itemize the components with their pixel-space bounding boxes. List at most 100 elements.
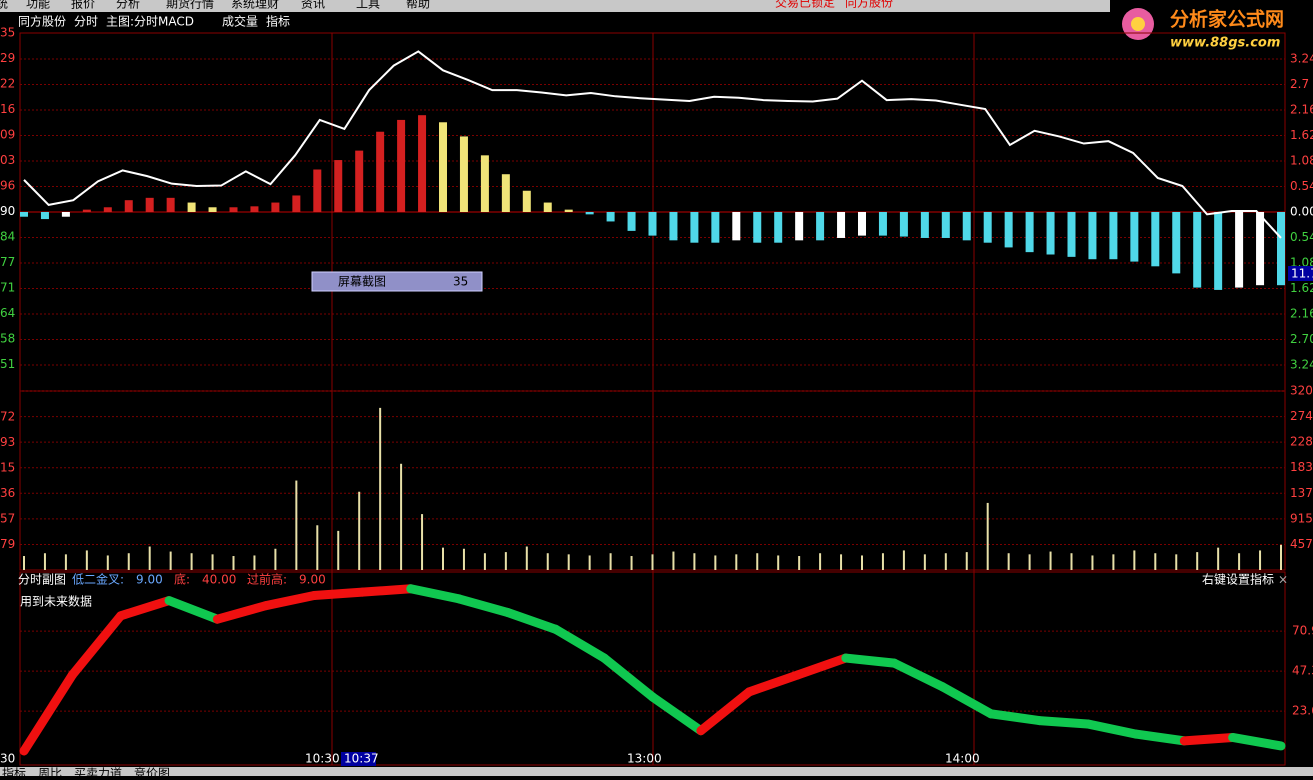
macd-bar [313,169,322,212]
volume-bar [1217,547,1220,570]
menu: 统 功能 报价 分析 期货行情 系统理财 资讯 工具 帮助 交易已锁定 同方股份 [0,0,893,11]
close[interactable]: × [1278,573,1288,587]
macd-bar [1067,212,1076,257]
ribbon-segment [599,653,657,702]
cursor-box [1288,266,1313,281]
macd-bar [920,212,929,238]
menu-item[interactable]: 工具 [356,0,380,11]
left-tick-label: 16 [0,102,15,116]
volume-bar [190,553,193,570]
header-item[interactable]: 分时 [74,15,98,29]
left-tick-label: 51 [0,357,15,371]
logo-title: 分析家公式网 [1170,8,1284,31]
volume-bar [379,407,382,570]
popup-label: 屏幕截图 [338,275,386,289]
menu-item[interactable]: 系统理财 [231,0,279,11]
volume-bar [1280,544,1282,570]
popup[interactable] [311,271,483,292]
macd-bar [187,202,196,212]
time-label: 10:30 [305,752,340,766]
indicator-name: 过前高: [247,572,287,587]
volume-bar [840,554,843,570]
logo-url: www.88gs.com [1170,36,1280,51]
menu-item[interactable]: 资讯 [301,0,325,11]
macd-bar [20,212,28,217]
right-tick-label: 2.16 [1290,307,1313,321]
macd-bar [397,119,406,212]
tab[interactable]: 买卖力道 [74,767,122,780]
macd-bar [355,150,364,212]
header-item[interactable]: 成交量 [222,14,258,29]
right-tick-label: 915 [1290,511,1313,525]
macd-bar [878,212,887,236]
settings[interactable]: 右键设置指标 [1202,572,1274,587]
ribbon-segment [261,591,319,611]
macd-bar [753,212,762,243]
macd-bar [61,212,70,217]
macd-bar [669,212,678,241]
macd-bar [1277,212,1285,286]
header-item[interactable]: 主图:分时MACD [106,15,194,29]
macd-bar [229,207,238,212]
volume-bar [316,525,319,570]
header-item[interactable]: 指标 [266,14,290,29]
right-tick-label: 47.3 [1292,664,1313,678]
volume-bar [651,554,654,570]
macd-bar [376,131,385,212]
macd-bar [585,212,594,215]
ribbon-segment [164,596,222,624]
right-tick-label: 3.24 [1290,358,1313,372]
menu-item[interactable]: 期货行情 [166,0,214,11]
macd-bar [690,212,699,243]
right-tick-label: 2.16 [1290,103,1313,117]
indicator-value: 40.00 [202,573,236,587]
volume-bar [672,551,675,570]
menu-item[interactable]: 统 [0,0,8,11]
menu-item[interactable]: 报价 [71,0,95,11]
volume-bar [861,555,863,570]
macd-bar [1130,212,1139,262]
ribbon-segment [67,611,126,680]
ribbon-segment [19,670,77,756]
left-tick-label: 84 [0,230,15,244]
macd-bar [732,212,741,241]
tab[interactable]: 周比 [38,767,62,780]
macd-bar [543,202,552,212]
volume-bar [358,491,361,570]
volume-bar [525,546,528,570]
time-label: 30 [0,752,15,766]
time-label: 13:00 [627,752,662,766]
volume-bar [714,555,717,570]
time-highlight [341,752,376,766]
tab[interactable]: 竞价图 [134,767,170,780]
left-tick-label: 77 [0,255,15,269]
ribbon-segment [938,682,996,719]
ribbon-segment [986,709,1044,726]
ribbon-segment [648,692,706,736]
menu-bar [0,0,1313,12]
menu-item[interactable]: 分析 [116,0,140,11]
volume-bar [421,514,424,570]
ribbon-segment [357,584,416,597]
menu-item[interactable]: 帮助 [406,0,430,11]
right-tick-label: 0.00 [1290,205,1313,219]
volume-bar [337,530,340,570]
macd-bar [1214,212,1223,290]
time-label: 14:00 [945,752,980,766]
ribbon-segment [841,653,899,668]
right-tick-label: 2.70 [1290,332,1313,346]
menu-status: 同方股份 [845,0,893,10]
left-tick-label: 71 [0,281,15,295]
volume-bar [902,550,905,570]
volume-bar [881,553,884,570]
macd-bar [418,115,427,212]
ribbon-segment [454,594,512,617]
tab[interactable]: 指标 [2,766,26,780]
cursor-label: 11.7 [1291,267,1313,281]
volume-bar [64,554,67,570]
left-tick-label: 79 [0,537,15,551]
volume-bar [567,554,570,570]
left-tick-label: 35 [0,26,15,40]
menu-item[interactable]: 功能 [26,0,50,11]
